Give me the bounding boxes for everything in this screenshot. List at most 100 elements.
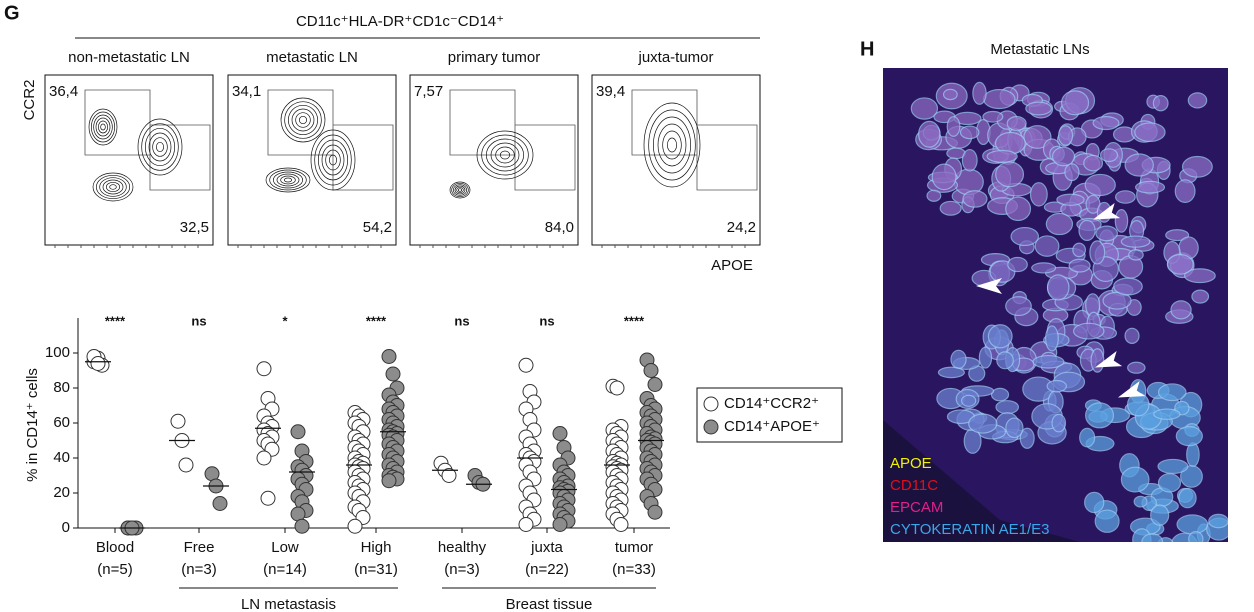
flow-title: non-metastatic LN: [68, 49, 190, 66]
cell-cluster: [1128, 249, 1144, 261]
x-tick-label: healthy: [438, 539, 487, 556]
contour: [325, 149, 341, 171]
x-tick-count: (n=22): [525, 561, 569, 578]
cell-cluster: [1084, 491, 1105, 514]
contour: [284, 101, 322, 139]
cell-cluster: [1133, 495, 1148, 508]
x-tick-count: (n=31): [354, 561, 398, 578]
cell-cluster: [1007, 256, 1028, 273]
gate-title: CD11c⁺HLA-DR⁺CD1c⁻CD14⁺: [296, 13, 504, 30]
cell-cluster: [910, 97, 939, 120]
contour: [144, 127, 176, 167]
cell-cluster: [926, 189, 942, 202]
cell-cluster: [968, 413, 998, 434]
y-tick-label: 80: [53, 379, 70, 396]
cell-cluster: [959, 125, 980, 140]
contour: [321, 144, 345, 176]
contour: [295, 112, 311, 128]
contour: [451, 182, 469, 198]
flow-x-label: APOE: [711, 257, 753, 274]
contour: [449, 181, 471, 199]
cell-cluster: [996, 351, 1014, 370]
significance: ns: [539, 313, 554, 328]
cell-cluster: [1100, 148, 1119, 163]
panel-label: G: [4, 2, 20, 24]
cell-cluster: [1113, 277, 1143, 296]
cell-cluster: [1152, 95, 1169, 112]
cell-cluster: [1157, 473, 1182, 493]
cell-cluster: [1166, 254, 1194, 275]
cell-cluster: [1157, 458, 1189, 474]
y-axis-label: % in CD14⁺ cells: [24, 368, 41, 482]
dot: [347, 518, 363, 534]
cell-cluster: [1183, 268, 1216, 284]
gate: [631, 89, 758, 191]
cell-cluster: [1023, 125, 1052, 149]
dot: [647, 377, 663, 392]
cell-cluster: [1056, 193, 1085, 206]
dot: [613, 517, 629, 532]
dot: [256, 361, 272, 377]
contour: [499, 150, 511, 160]
cell-cluster: [1060, 90, 1090, 116]
flow-title: juxta-tumor: [637, 49, 713, 66]
dot: [90, 356, 106, 371]
apoe-gate-value: 84,0: [545, 219, 574, 236]
cell-cluster: [1089, 240, 1106, 265]
contour: [485, 138, 525, 172]
x-tick-count: (n=3): [444, 561, 479, 578]
cell-cluster: [1078, 219, 1096, 241]
ccr2-gate-value: 7,57: [414, 83, 443, 100]
contour: [152, 137, 168, 157]
contour: [93, 114, 113, 140]
dot: [609, 380, 625, 396]
apoe-gate-value: 54,2: [363, 219, 392, 236]
cell-cluster: [1046, 274, 1070, 301]
cell-cluster: [1084, 173, 1116, 197]
panel-title: Metastatic LNs: [990, 41, 1089, 58]
contour: [291, 108, 315, 132]
cell-cluster: [1031, 262, 1057, 274]
y-tick-label: 60: [53, 414, 70, 431]
dot: [294, 518, 310, 534]
cell-cluster: [1025, 101, 1052, 116]
dot: [212, 496, 228, 511]
cell-cluster: [986, 149, 1018, 163]
contour: [100, 123, 106, 131]
cell-cluster: [1051, 413, 1067, 433]
contour: [148, 132, 172, 162]
flow-frame: [44, 74, 214, 246]
contour: [99, 177, 127, 197]
cell-cluster: [982, 89, 1016, 110]
flow-frame: [227, 74, 397, 246]
legend-swatch: [703, 396, 719, 412]
contour: [287, 104, 319, 136]
arrowhead: [1094, 351, 1123, 368]
cell-cluster: [931, 163, 957, 191]
x-tick-label: juxta: [530, 539, 563, 556]
dark-band: [883, 420, 1080, 542]
apoe-gate-value: 32,5: [180, 219, 209, 236]
apoe-gate-value: 24,2: [727, 219, 756, 236]
image-tissue: [883, 81, 1228, 542]
cell-cluster: [1005, 196, 1032, 222]
contour: [666, 137, 678, 153]
contour: [456, 186, 464, 194]
contour: [88, 108, 118, 146]
contour: [276, 173, 300, 187]
y-tick-label: 40: [53, 449, 70, 466]
cell-cluster: [1187, 92, 1208, 109]
cell-cluster: [1120, 466, 1150, 493]
dot: [552, 517, 568, 532]
x-tick-count: (n=14): [263, 561, 307, 578]
contour: [90, 111, 116, 143]
group-label: Breast tissue: [506, 596, 593, 612]
significance: ****: [105, 313, 126, 328]
cell-cluster: [1079, 427, 1096, 448]
cell-cluster: [978, 346, 993, 369]
arrowhead: [1117, 381, 1146, 398]
cell-cluster: [1034, 235, 1060, 257]
cell-cluster: [1181, 155, 1213, 178]
contour: [105, 181, 121, 193]
